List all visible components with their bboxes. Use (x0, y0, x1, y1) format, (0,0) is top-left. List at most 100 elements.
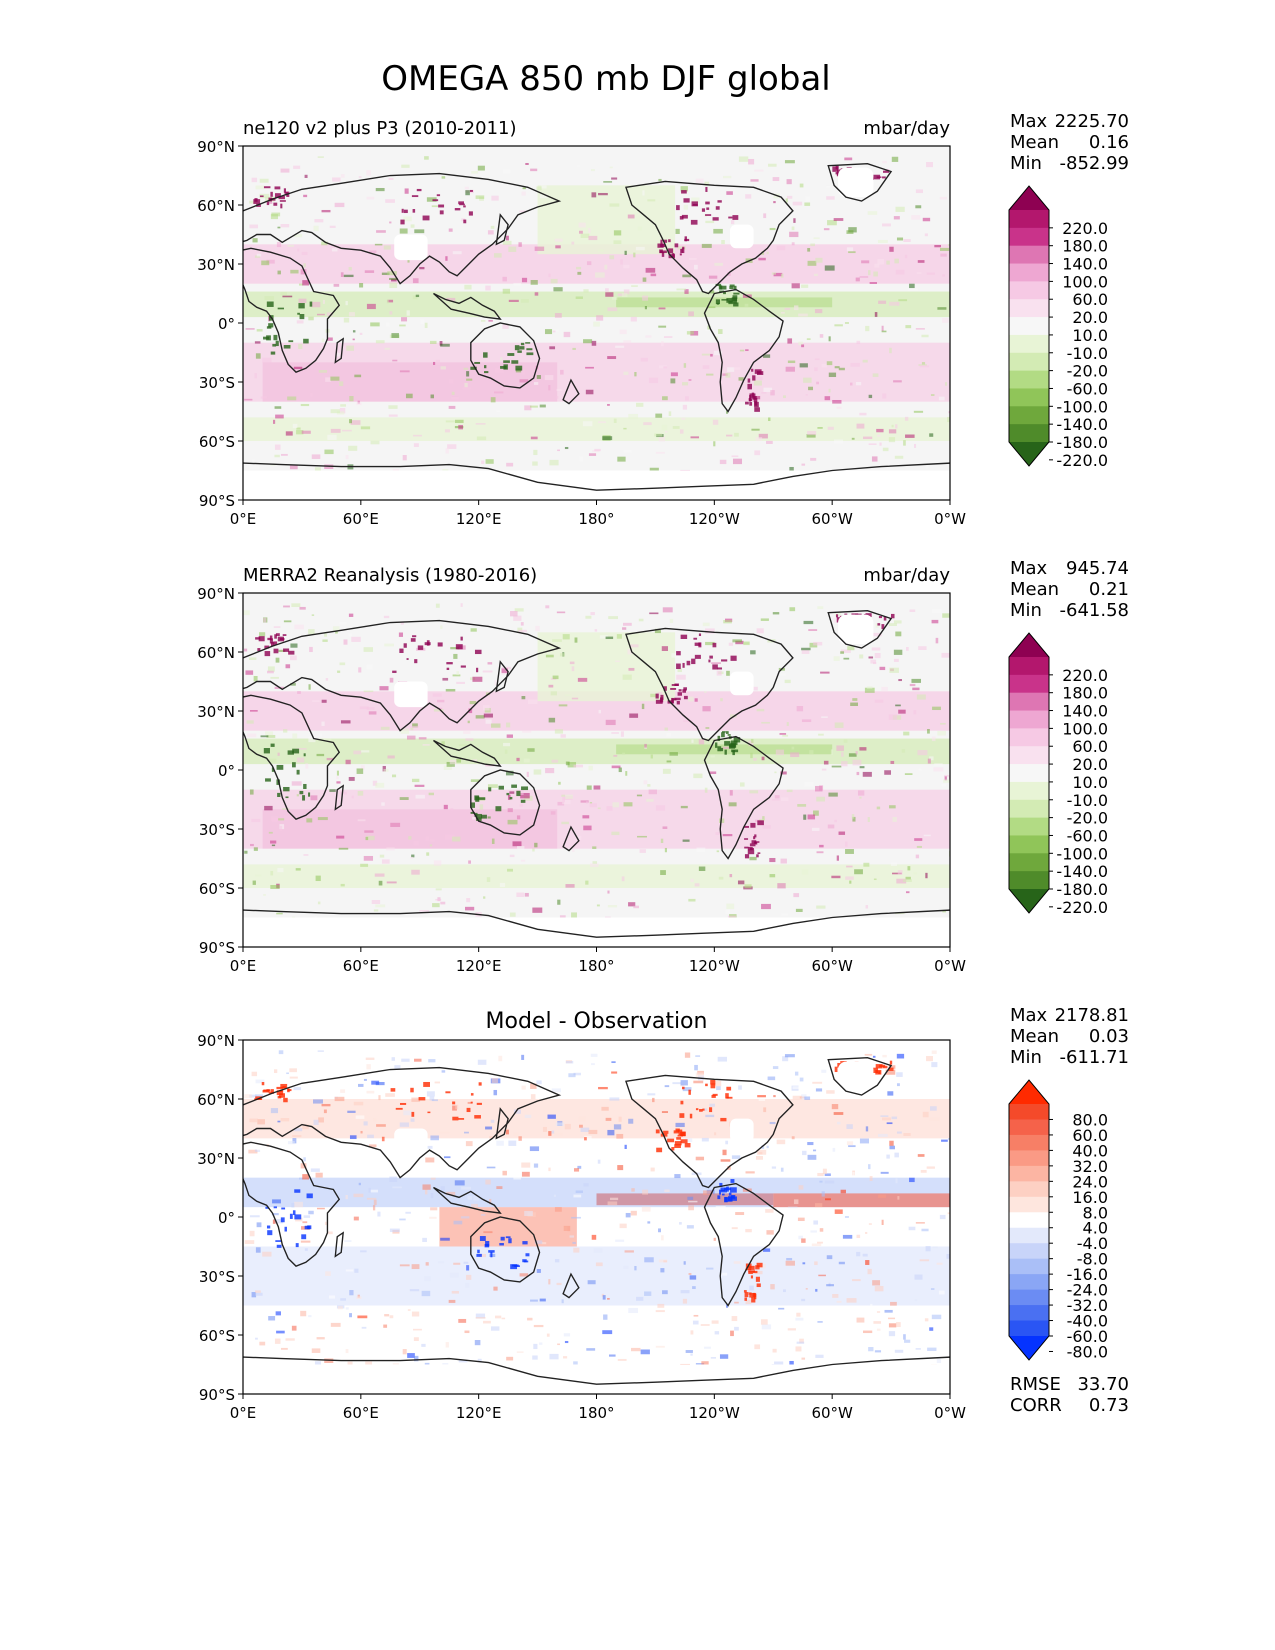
field-speckle (591, 192, 597, 198)
field-speckle (779, 733, 787, 735)
field-speckle (509, 912, 516, 917)
field-speckle (913, 410, 924, 413)
field-speckle (891, 1116, 898, 1120)
field-speckle (791, 283, 800, 289)
terrain-speckle (526, 352, 534, 356)
field-speckle (909, 609, 916, 613)
field-speckle (333, 283, 340, 287)
terrain-speckle (274, 634, 277, 639)
field-speckle (926, 162, 933, 168)
field-speckle (898, 709, 906, 714)
field-speckle (852, 698, 858, 701)
field-speckle (371, 1080, 380, 1085)
field-speckle (365, 836, 369, 841)
field-speckle (403, 1110, 412, 1116)
terrain-speckle (656, 1147, 663, 1153)
terrain-speckle (663, 1130, 669, 1134)
field-speckle (303, 263, 306, 268)
lon-tick-label: 0°E (230, 957, 257, 975)
terrain-speckle (470, 802, 476, 808)
field-speckle (386, 299, 389, 304)
terrain-speckle (744, 846, 749, 849)
field-speckle (318, 1117, 324, 1123)
terrain-speckle (726, 1096, 733, 1099)
terrain-speckle (711, 1094, 716, 1098)
field-speckle (585, 801, 589, 804)
terrain-speckle (875, 1064, 883, 1069)
field-speckle (588, 453, 597, 456)
field-speckle (418, 737, 427, 740)
field-speckle (810, 457, 817, 461)
field-speckle (939, 1214, 946, 1220)
field-speckle (379, 686, 389, 691)
field-speckle (658, 365, 668, 369)
field-speckle (869, 282, 877, 284)
field-speckle (655, 805, 666, 811)
terrain-speckle (488, 1250, 495, 1253)
rmse-label: RMSE (1010, 1374, 1061, 1395)
terrain-speckle (671, 684, 679, 686)
terrain-speckle (677, 1129, 683, 1133)
terrain-speckle (676, 1137, 682, 1140)
field-speckle (422, 743, 430, 746)
terrain-speckle (266, 301, 274, 307)
field-speckle (817, 1321, 823, 1323)
field-speckle (647, 784, 651, 787)
field-speckle (868, 443, 877, 445)
field-speckle (882, 223, 891, 227)
field-speckle (843, 657, 850, 660)
field-speckle (706, 1267, 714, 1270)
field-speckle (745, 1299, 752, 1305)
field-speckle (285, 664, 291, 669)
field-speckle (559, 653, 566, 657)
field-speckle (306, 818, 313, 823)
field-speckle (479, 804, 484, 810)
field-speckle (340, 272, 344, 278)
field-speckle (720, 1159, 731, 1162)
field-speckle (353, 750, 362, 755)
field-speckle (914, 1299, 918, 1302)
field-speckle (852, 1279, 861, 1282)
field-speckle (489, 1136, 494, 1139)
field-speckle (475, 715, 485, 719)
field-speckle (448, 1162, 457, 1166)
field-speckle (314, 1361, 321, 1367)
field-speckle (300, 1240, 311, 1243)
field-speckle (486, 877, 491, 882)
field-speckle (786, 179, 792, 185)
terrain-speckle (725, 731, 729, 734)
field-speckle (441, 176, 446, 179)
terrain-speckle (303, 338, 309, 344)
field-speckle (658, 1259, 668, 1263)
field-speckle (513, 1132, 519, 1137)
terrain-speckle (273, 641, 278, 645)
terrain-speckle (728, 1196, 732, 1202)
field-speckle (719, 459, 727, 465)
field-speckle (413, 443, 419, 448)
field-speckle (766, 1230, 774, 1235)
field-speckle (670, 378, 676, 384)
field-speckle (801, 719, 812, 723)
field-speckle (274, 1069, 278, 1074)
field-speckle (733, 1261, 741, 1264)
field-speckle (318, 733, 323, 737)
field-speckle (815, 785, 823, 792)
terrain-speckle (432, 199, 439, 202)
field-speckle (583, 289, 589, 293)
terrain-speckle (721, 299, 729, 301)
field-speckle (389, 221, 392, 224)
field-speckle (298, 283, 304, 286)
field-speckle (433, 708, 444, 712)
field-speckle (915, 854, 920, 859)
field-speckle (321, 721, 325, 726)
terrain-speckle (731, 1194, 736, 1199)
field-speckle (433, 361, 436, 365)
terrain-speckle (458, 201, 465, 205)
lon-tick-label: 0°W (934, 510, 966, 528)
terrain-speckle (411, 1111, 415, 1117)
field-speckle (675, 1122, 685, 1128)
terrain-speckle (427, 1111, 431, 1114)
field-speckle (685, 1350, 693, 1353)
field-speckle (330, 428, 341, 433)
